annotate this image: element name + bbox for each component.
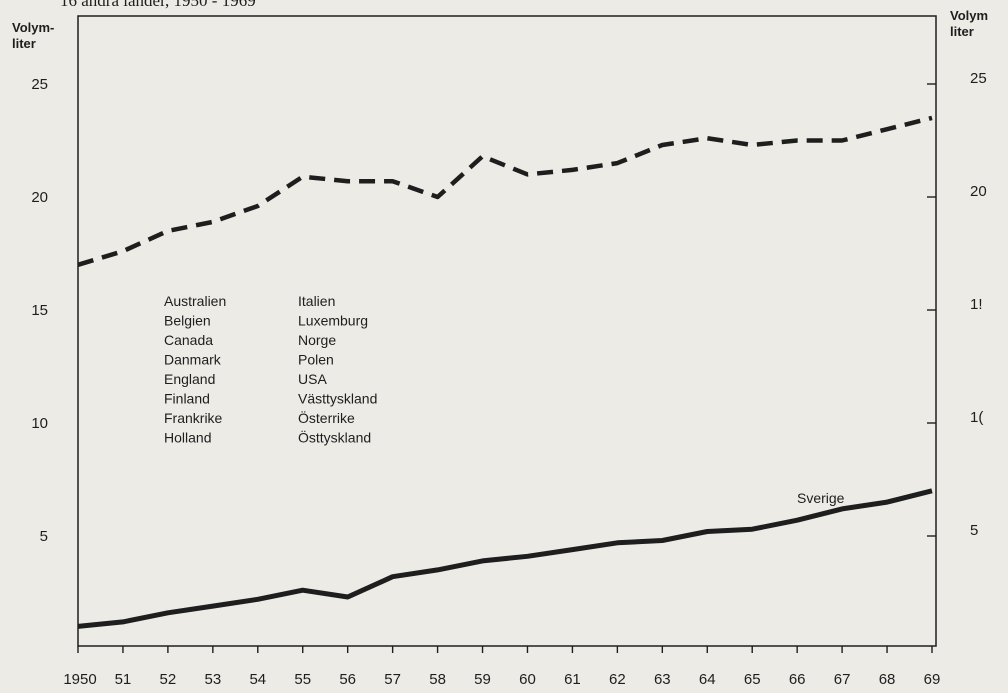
annotation-sverige: Sverige xyxy=(797,490,845,506)
y-tick-label-right: 1( xyxy=(970,409,983,426)
x-tick-label: 54 xyxy=(249,671,266,688)
x-tick-label: 51 xyxy=(115,671,132,688)
x-tick-label: 60 xyxy=(519,671,536,688)
x-tick-label: 53 xyxy=(204,671,221,688)
country-list-item: Östtyskland xyxy=(298,429,371,446)
x-tick-label: 65 xyxy=(744,671,761,688)
chart-title: 16 andra länder, 1950 - 1969 xyxy=(60,0,256,10)
country-list-item: Frankrike xyxy=(164,410,223,426)
country-list-item: England xyxy=(164,371,215,387)
y-tick-label-right: 1! xyxy=(970,296,983,313)
y-tick-label-left: 10 xyxy=(31,415,48,432)
y-axis-title-right-line1: Volym xyxy=(950,8,988,23)
y-axis-title-left-line2: liter xyxy=(12,36,36,51)
x-tick-label: 63 xyxy=(654,671,671,688)
y-axis-left: 5 10 15 20 25 xyxy=(31,76,48,545)
x-tick-label: 52 xyxy=(160,671,177,688)
y-tick-label-right: 5 xyxy=(970,522,978,539)
series-layer xyxy=(77,115,933,629)
y-tick-label-left: 5 xyxy=(40,528,48,545)
series-line-sverige xyxy=(77,488,933,629)
country-list-item: Holland xyxy=(164,430,211,446)
y-tick-label-left: 20 xyxy=(31,189,48,206)
country-list: Australien Belgien Canada Danmark England Fin… xyxy=(164,293,377,446)
country-list-item: Australien xyxy=(164,293,226,309)
x-tick-label: 68 xyxy=(879,671,896,688)
country-list-item: Österrike xyxy=(298,409,355,426)
x-tick-label: 59 xyxy=(474,671,491,688)
y-axis-title-right-line2: liter xyxy=(950,24,974,39)
country-list-item: Västtyskland xyxy=(298,391,377,407)
y-tick-label-right: 25 xyxy=(970,70,987,87)
x-tick-label: 56 xyxy=(339,671,356,688)
y-tick-label-right: 20 xyxy=(970,183,987,200)
country-list-item: Polen xyxy=(298,352,334,368)
x-tick-label: 64 xyxy=(699,671,716,688)
x-tick-label: 57 xyxy=(384,671,401,688)
country-list-item: Belgien xyxy=(164,313,211,329)
x-tick-label: 55 xyxy=(294,671,311,688)
y-tick-label-left: 25 xyxy=(31,76,48,93)
country-list-item: Norge xyxy=(298,332,336,348)
country-list-item: USA xyxy=(298,371,327,387)
x-tick-label: 62 xyxy=(609,671,626,688)
x-tick-label: 58 xyxy=(429,671,446,688)
x-axis: 1950 51 52 53 54 55 56 57 58 59 60 61 62 63 64 65 66 67 68… xyxy=(63,646,940,688)
country-list-item: Canada xyxy=(164,332,213,348)
country-list-item: Luxemburg xyxy=(298,313,368,329)
series-line-andra-lander xyxy=(77,115,933,267)
country-list-item: Italien xyxy=(298,293,335,309)
y-tick-label-left: 15 xyxy=(31,302,48,319)
y-axis-title-left-line1: Volym- xyxy=(12,20,54,35)
x-tick-label: 66 xyxy=(789,671,806,688)
y-axis-right: 5 1( 1! 20 25 xyxy=(927,70,987,539)
country-list-item: Danmark xyxy=(164,352,222,368)
x-tick-label: 69 xyxy=(924,671,941,688)
x-tick-label: 61 xyxy=(564,671,581,688)
country-list-item: Finland xyxy=(164,391,210,407)
x-tick-label: 67 xyxy=(834,671,851,688)
x-tick-label: 1950 xyxy=(63,671,96,688)
plot-frame xyxy=(77,15,937,647)
